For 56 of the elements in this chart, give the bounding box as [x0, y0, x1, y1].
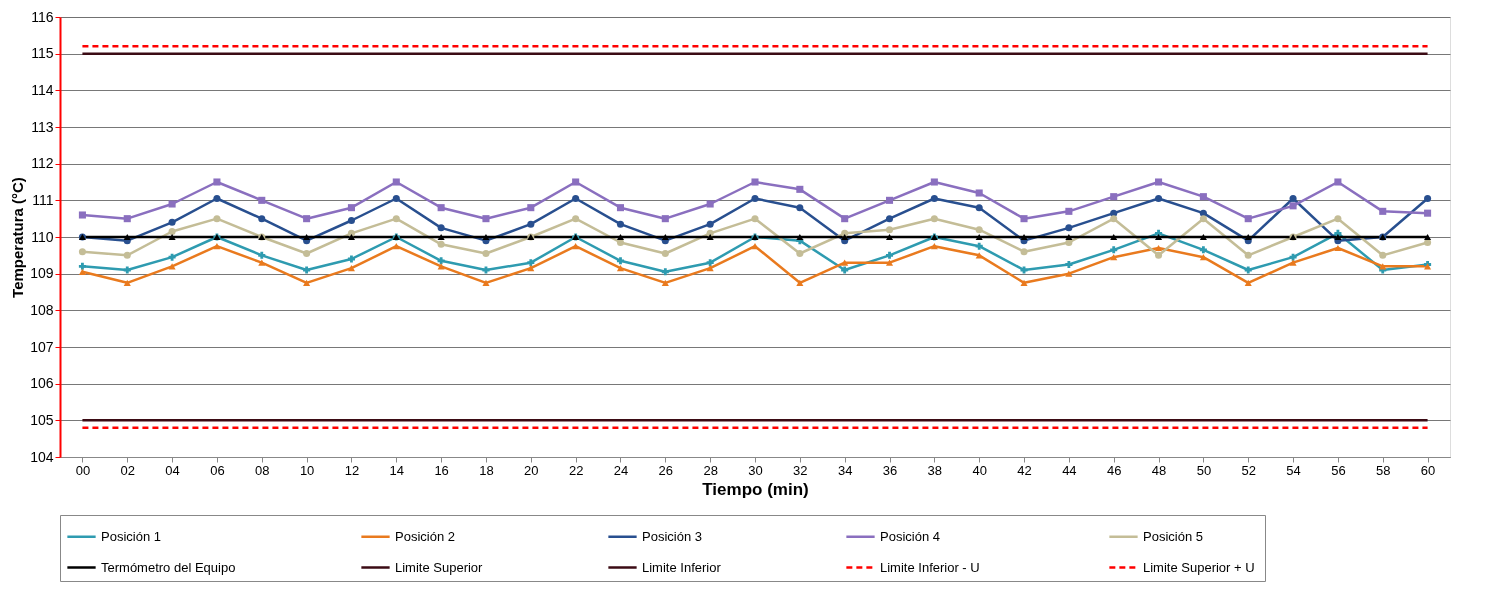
x-tick-label: 18 — [479, 462, 494, 478]
legend-label: Termómetro del Equipo — [101, 559, 236, 575]
y-tick-label: 110 — [31, 228, 54, 245]
y-tick-label: 116 — [31, 8, 54, 25]
y-tick-label: 111 — [32, 191, 54, 208]
x-tick-label: 52 — [1241, 462, 1256, 478]
x-tick-label: 12 — [344, 462, 360, 478]
x-tick-label: 40 — [972, 462, 987, 478]
x-tick-label: 46 — [1106, 462, 1122, 478]
x-tick-label: 24 — [613, 462, 629, 478]
x-tick-label: 22 — [568, 462, 584, 478]
x-tick-label: 14 — [389, 462, 405, 478]
y-tick-label: 105 — [30, 411, 54, 428]
y-tick-label: 106 — [30, 375, 54, 392]
legend-label: Posición 4 — [880, 528, 940, 544]
x-tick-label: 00 — [75, 462, 91, 478]
legend-label: Limite Superior — [395, 559, 484, 575]
x-tick-label: 16 — [434, 462, 449, 478]
x-tick-label: 30 — [748, 462, 763, 478]
x-tick-label: 32 — [793, 462, 808, 478]
x-tick-label: 28 — [703, 462, 718, 478]
legend-label: Limite Inferior - U — [880, 559, 980, 575]
y-tick-label: 107 — [30, 338, 54, 355]
x-tick-label: 56 — [1331, 462, 1346, 478]
x-tick-label: 54 — [1286, 462, 1301, 478]
y-tick-label: 112 — [31, 155, 54, 172]
y-axis-title: Temperatura (°C) — [9, 177, 27, 298]
x-tick-label: 58 — [1376, 462, 1391, 478]
x-tick-label: 20 — [524, 462, 539, 478]
x-axis-title: Tiempo (min) — [702, 479, 809, 499]
x-tick-label: 42 — [1017, 462, 1032, 478]
x-tick-label: 44 — [1062, 462, 1077, 478]
x-tick-label: 10 — [299, 462, 315, 478]
x-tick-label: 06 — [210, 462, 225, 478]
legend-label: Limite Inferior — [642, 559, 722, 575]
y-tick-label: 109 — [30, 265, 54, 282]
x-tick-label: 04 — [165, 462, 180, 478]
x-tick-label: 60 — [1420, 462, 1436, 478]
y-tick-label: 114 — [31, 81, 54, 98]
y-tick-label: 113 — [31, 118, 54, 135]
y-tick-label: 108 — [30, 301, 54, 318]
legend-label: Posición 1 — [101, 528, 161, 544]
x-tick-label: 08 — [255, 462, 270, 478]
x-tick-label: 50 — [1196, 462, 1212, 478]
legend-label: Posición 2 — [395, 528, 455, 544]
y-tick-label: 104 — [30, 448, 54, 465]
x-tick-label: 26 — [658, 462, 674, 478]
legend-label: Posición 3 — [642, 528, 702, 544]
legend-label: Posición 5 — [1143, 528, 1203, 544]
x-tick-label: 02 — [120, 462, 135, 478]
x-tick-label: 48 — [1151, 462, 1167, 478]
x-tick-label: 36 — [882, 462, 898, 478]
x-tick-label: 34 — [837, 462, 853, 478]
y-tick-label: 115 — [31, 45, 54, 62]
legend-label: Limite Superior + U — [1143, 559, 1255, 575]
x-tick-label: 38 — [927, 462, 943, 478]
